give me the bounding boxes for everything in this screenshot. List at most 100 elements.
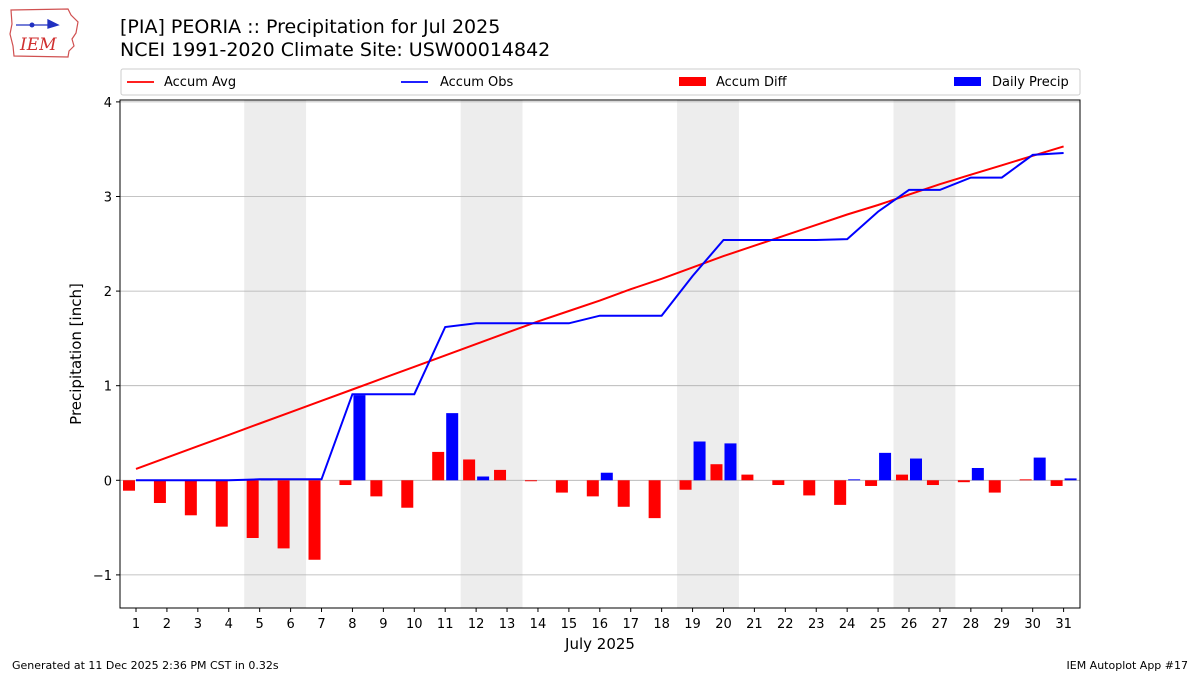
x-tick-label: 12 (468, 617, 485, 632)
x-tick-label: 10 (406, 617, 423, 632)
daily-precip-bar (1033, 457, 1046, 481)
accum-diff-bar (339, 480, 352, 486)
accum-diff-bar (957, 480, 970, 483)
daily-precip-bar (600, 472, 613, 481)
x-tick-label: 27 (932, 617, 949, 632)
accum-diff-bar (370, 480, 383, 497)
accum-diff-bar (524, 480, 537, 482)
y-tick-label: 1 (104, 380, 112, 395)
accum-avg-line (135, 145, 1064, 470)
daily-precip-bar (1064, 478, 1077, 481)
legend-label-accum-diff: Accum Diff (716, 75, 788, 90)
x-tick-label: 28 (963, 617, 980, 632)
x-tick-label: 22 (777, 617, 794, 632)
accum-diff-bar (432, 451, 445, 481)
x-tick-label: 29 (993, 617, 1010, 632)
y-axis-label: Precipitation [inch] (67, 283, 85, 425)
daily-precip-bar (724, 443, 737, 481)
x-tick-label: 20 (715, 617, 732, 632)
accum-diff-bar (617, 480, 630, 507)
x-tick-label: 14 (530, 617, 547, 632)
legend: Accum Avg Accum Obs Accum Diff Daily Pre… (120, 68, 1081, 96)
daily-precip-bar (693, 441, 706, 481)
daily-precip-bar (477, 476, 490, 481)
accum-diff-bar (308, 480, 321, 560)
accum-diff-bar (586, 480, 599, 497)
weekend-band (677, 100, 739, 608)
y-tick-label: 2 (104, 285, 112, 300)
bars-layer (123, 395, 1077, 560)
wind-vane-icon (16, 18, 60, 29)
y-tick-label: 4 (104, 96, 112, 111)
accum-diff-bar (710, 464, 723, 481)
x-tick-label: 4 (225, 617, 233, 632)
accum-diff-bar (153, 480, 166, 503)
accum-diff-bar (896, 474, 908, 481)
x-tick-label: 11 (437, 617, 454, 632)
x-tick-label: 9 (379, 617, 387, 632)
accum-diff-bar (1019, 479, 1032, 481)
x-tick-label: 24 (839, 617, 856, 632)
y-tick-label: 3 (104, 190, 112, 205)
legend-label-daily-precip: Daily Precip (992, 75, 1069, 90)
generated-timestamp: Generated at 11 Dec 2025 2:36 PM CST in … (12, 659, 279, 672)
accum-diff-bar (834, 480, 847, 505)
accum-diff-bar (123, 480, 135, 491)
accum-diff-bar (463, 459, 476, 481)
x-tick-label: 16 (592, 617, 609, 632)
accum-diff-bar (772, 480, 785, 486)
x-tick-label: 17 (622, 617, 639, 632)
accum-diff-bar (988, 480, 1001, 493)
lines-layer (135, 145, 1064, 482)
legend-label-accum-obs: Accum Obs (440, 75, 513, 90)
daily-precip-bar (446, 413, 459, 481)
y-tick-label: 0 (104, 474, 112, 489)
accum-diff-bar (184, 480, 197, 516)
legend-swatch-daily-precip (954, 77, 981, 86)
accum-obs-line (136, 152, 1064, 482)
x-tick-label: 31 (1055, 617, 1072, 632)
logo-text: IEM (19, 35, 57, 55)
weekend-shading-layer (244, 100, 956, 608)
x-tick-label: 7 (317, 617, 325, 632)
x-tick-label: 8 (348, 617, 356, 632)
y-tick-label: −1 (93, 569, 112, 584)
legend-label-accum-avg: Accum Avg (164, 75, 236, 90)
x-tick-label: 30 (1024, 617, 1041, 632)
accum-diff-bar (215, 480, 228, 527)
accum-diff-bar (741, 474, 754, 481)
x-tick-label: 5 (256, 617, 264, 632)
iem-logo: IEM (9, 8, 79, 58)
legend-swatch-accum-diff (679, 77, 706, 86)
x-tick-label: 26 (901, 617, 918, 632)
accum-diff-bar (926, 480, 939, 486)
chart-subtitle: NCEI 1991-2020 Climate Site: USW00014842 (120, 39, 551, 61)
weekend-band (893, 100, 956, 608)
accum-diff-bar (555, 480, 568, 493)
x-tick-label: 13 (499, 617, 516, 632)
legend-frame (120, 68, 1081, 96)
x-tick-label: 25 (870, 617, 887, 632)
x-tick-label: 15 (561, 617, 578, 632)
x-tick-label: 19 (684, 617, 701, 632)
accum-diff-bar (803, 480, 816, 496)
daily-precip-bar (848, 479, 861, 481)
x-tick-label: 23 (808, 617, 825, 632)
accum-diff-bar (648, 480, 661, 519)
accum-diff-bar (865, 480, 878, 486)
x-tick-label: 3 (194, 617, 202, 632)
x-tick-label: 1 (132, 617, 140, 632)
weekend-band (460, 100, 523, 608)
x-tick-label: 2 (163, 617, 171, 632)
daily-precip-bar (910, 458, 922, 481)
accum-diff-bar (679, 480, 692, 490)
app-label: IEM Autoplot App #17 (1066, 659, 1189, 672)
daily-precip-bar (879, 452, 892, 481)
accum-diff-bar (1050, 480, 1063, 486)
accum-diff-bar (401, 480, 414, 508)
x-tick-label: 18 (653, 617, 670, 632)
accum-diff-bar (277, 480, 290, 549)
daily-precip-bar (353, 395, 366, 481)
